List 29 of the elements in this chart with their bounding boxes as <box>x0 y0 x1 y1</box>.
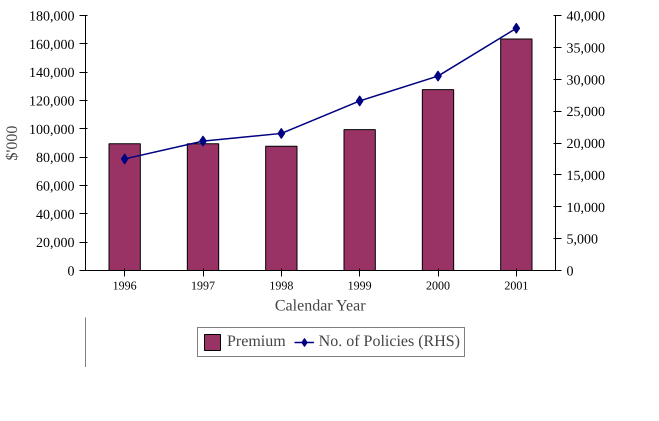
y-tick-label: 120,000 <box>29 94 74 110</box>
x-tick-label: 2000 <box>426 278 450 292</box>
y-tick-label: 40,000 <box>36 208 74 223</box>
x-axis-title: Calendar Year <box>274 298 366 314</box>
x-tick-label: 1996 <box>112 278 137 292</box>
y-tick-label: 180,000 <box>29 10 74 24</box>
y2-tick-label: 10,000 <box>566 200 605 216</box>
y-tick-label: 160,000 <box>29 38 74 53</box>
legend-label: No. of Policies (RHS) <box>318 333 460 351</box>
y-tick-label: 0 <box>68 264 74 280</box>
x-tick-label: 1998 <box>269 278 294 292</box>
x-tick-label: 1999 <box>348 278 372 292</box>
y2-tick-label: 35,000 <box>566 41 605 56</box>
y2-tick-label: 20,000 <box>566 137 605 152</box>
x-tick-label: 2001 <box>504 278 528 292</box>
x-tick-label: 1997 <box>191 278 215 292</box>
y2-tick-label: 5,000 <box>566 232 598 248</box>
y-tick-label: 100,000 <box>29 122 74 138</box>
y-tick-label: 140,000 <box>29 66 74 82</box>
y2-tick-label: 15,000 <box>566 168 605 184</box>
y2-tick-label: 40,000 <box>566 10 605 24</box>
y-tick-label: 20,000 <box>36 236 74 252</box>
y2-tick-label: 0 <box>566 264 574 280</box>
legend-label: Premium <box>227 333 286 351</box>
y-tick-label: 80,000 <box>36 151 74 166</box>
y2-tick-label: 30,000 <box>566 73 605 88</box>
y-tick-label: 60,000 <box>36 180 74 194</box>
y2-tick-label: 25,000 <box>566 105 605 120</box>
y-axis-title: $'000 <box>4 126 21 160</box>
